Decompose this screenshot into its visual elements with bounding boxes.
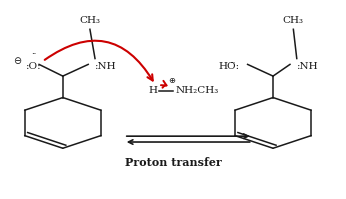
FancyArrowPatch shape: [161, 81, 166, 88]
Text: :NH: :NH: [95, 62, 117, 71]
Text: $\ominus$: $\ominus$: [13, 55, 22, 66]
Text: :O:: :O:: [26, 62, 42, 71]
Text: NH₂CH₃: NH₂CH₃: [176, 86, 219, 95]
Text: $\oplus$: $\oplus$: [167, 76, 176, 85]
Text: CH₃: CH₃: [283, 16, 304, 25]
Text: Proton transfer: Proton transfer: [125, 157, 221, 168]
Text: CH₃: CH₃: [80, 16, 100, 25]
FancyArrowPatch shape: [45, 41, 153, 81]
Text: H: H: [149, 86, 158, 95]
Text: ⋅⋅: ⋅⋅: [31, 49, 37, 58]
Text: :NH: :NH: [297, 62, 318, 71]
Text: HÖ:: HÖ:: [218, 62, 239, 71]
